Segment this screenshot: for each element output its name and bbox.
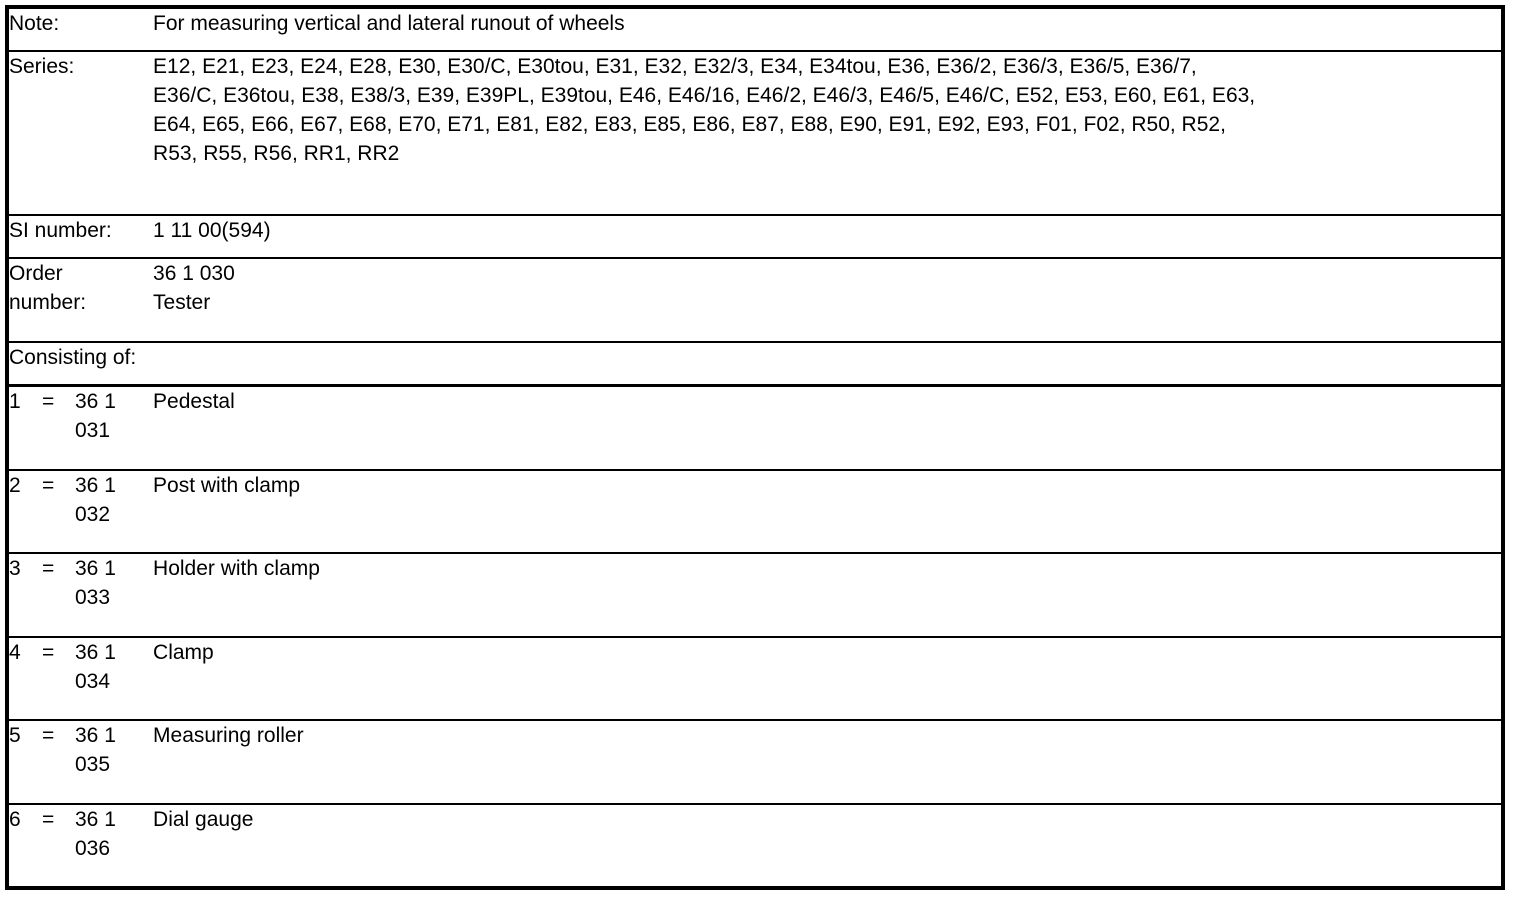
part-equals: = (42, 720, 75, 805)
part-index: 3 (9, 553, 42, 638)
part-index: 6 (9, 807, 21, 831)
part-number-line-2: 034 (75, 669, 111, 693)
series-value: E12, E21, E23, E24, E28, E30, E30/C, E30… (153, 50, 1501, 217)
order-number-label-line-2: number: (9, 291, 87, 315)
part-equals: = (42, 385, 75, 471)
order-number-value-line-1: 36 1 030 (153, 262, 235, 286)
part-equals: = (42, 636, 75, 722)
part-index: 5 (9, 720, 42, 805)
table-row: 1 = 36 1 031 Pedestal (9, 385, 1501, 471)
table-row: 3 = 36 1 033 Holder with clamp (9, 553, 1501, 638)
part-description: Measuring roller (153, 720, 1501, 805)
row-consisting-of: Consisting of: (9, 341, 1501, 387)
part-number-line-2: 032 (75, 502, 111, 526)
note-value: For measuring vertical and lateral runou… (153, 9, 1501, 52)
order-number-value-line-2: Tester (153, 291, 211, 315)
table-row: 4 = 36 1 034 Clamp (9, 636, 1501, 722)
consisting-of-label: Consisting of: (9, 341, 1501, 387)
part-number: 36 1 034 (75, 636, 154, 722)
part-description: Post with clamp (153, 469, 1501, 555)
part-number: 36 1 032 (75, 469, 154, 555)
spec-table: Note: For measuring vertical and lateral… (9, 9, 1501, 886)
part-description: Clamp (153, 636, 1501, 722)
table-row: 5 = 36 1 035 Measuring roller (9, 720, 1501, 805)
part-number-line-2: 036 (75, 836, 111, 860)
series-line-4: R53, R55, R56, RR1, RR2 (153, 141, 400, 165)
table-row: 6 = 36 1 036 Dial gauge (9, 804, 1501, 886)
part-equals: = (42, 553, 75, 638)
part-index: 1 (9, 385, 42, 471)
row-note: Note: For measuring vertical and lateral… (9, 9, 1501, 52)
part-number: 36 1 035 (75, 720, 154, 805)
series-label: Series: (9, 50, 154, 217)
part-number-line-1: 36 1 (75, 473, 116, 497)
row-series: Series: E12, E21, E23, E24, E28, E30, E3… (9, 50, 1501, 217)
part-equals: = (42, 469, 75, 555)
part-number-line-1: 36 1 (75, 724, 116, 748)
part-number-line-1: 36 1 (75, 390, 116, 413)
row-si-number: SI number: 1 11 00(594) (9, 215, 1501, 260)
order-number-label-line-1: Order (9, 262, 63, 286)
series-line-3: E64, E65, E66, E67, E68, E70, E71, E81, … (153, 112, 1226, 136)
order-number-value: 36 1 030 Tester (153, 258, 1501, 343)
part-description: Dial gauge (153, 807, 254, 831)
part-index: 2 (9, 469, 42, 555)
series-line-1: E12, E21, E23, E24, E28, E30, E30/C, E30… (153, 54, 1197, 78)
spec-table-frame: Note: For measuring vertical and lateral… (5, 5, 1505, 890)
part-number-line-1: 36 1 (75, 640, 116, 664)
part-number: 36 1 031 (75, 385, 154, 471)
part-description: Holder with clamp (153, 553, 1501, 638)
order-number-label: Order number: (9, 258, 154, 343)
part-number-line-1: 36 1 (75, 807, 116, 831)
part-index: 4 (9, 636, 42, 722)
part-number-line-2: 033 (75, 586, 111, 610)
note-label: Note: (9, 9, 154, 52)
table-row: 2 = 36 1 032 Post with clamp (9, 469, 1501, 555)
part-number-line-2: 031 (75, 419, 111, 442)
part-number: 36 1 033 (75, 553, 154, 638)
series-line-2: E36/C, E36tou, E38, E38/3, E39, E39PL, E… (153, 83, 1256, 107)
part-number: 36 1 036 (75, 804, 153, 886)
row-order-number: Order number: 36 1 030 Tester (9, 258, 1501, 343)
part-number-line-2: 035 (75, 753, 111, 777)
si-number-label: SI number: (9, 215, 154, 260)
part-equals: = (42, 807, 55, 831)
part-description: Pedestal (153, 385, 1501, 471)
si-number-value: 1 11 00(594) (153, 215, 1501, 260)
part-number-line-1: 36 1 (75, 557, 116, 581)
